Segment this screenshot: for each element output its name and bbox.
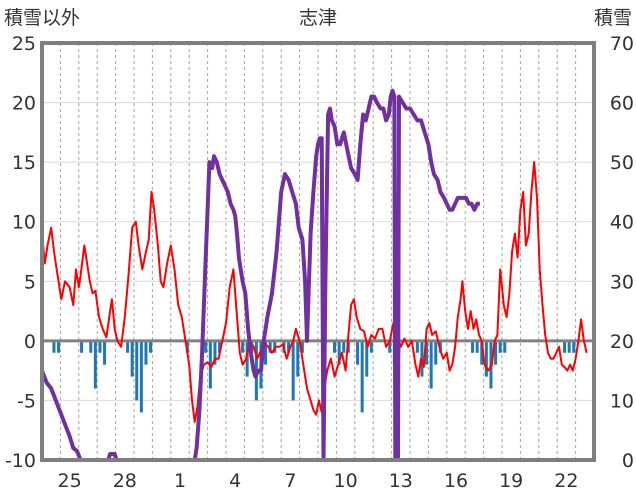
left-tick-label: 25 [12, 33, 36, 55]
precip-bar [291, 340, 295, 401]
precip-bar [342, 340, 346, 353]
precip-bar [241, 340, 245, 353]
right-tick-label: 10 [610, 390, 634, 412]
precipitation-bars [52, 340, 576, 413]
x-tick-label: 16 [444, 470, 468, 492]
left-axis-title: 積雪以外 [4, 7, 80, 29]
precip-bar [57, 340, 61, 353]
left-tick-label: 5 [24, 271, 36, 293]
precip-bar [80, 340, 84, 353]
precip-bar [139, 340, 143, 413]
precip-bar [126, 340, 130, 353]
precip-bar [52, 340, 56, 353]
precip-bar [130, 340, 134, 377]
right-tick-label: 60 [610, 93, 634, 115]
precip-bar [572, 340, 576, 353]
precip-bar [204, 340, 208, 353]
left-tick-label: 15 [12, 152, 36, 174]
snow-depth-line [40, 88, 480, 462]
left-tick-label: 0 [24, 331, 36, 353]
right-tick-label: 40 [610, 212, 634, 234]
left-tick-label: 10 [12, 212, 36, 234]
precip-bar [471, 340, 475, 353]
precip-bar [475, 340, 479, 353]
precip-bar [135, 340, 139, 401]
precip-bar [480, 340, 484, 365]
precip-bar [149, 340, 153, 353]
precip-bar [218, 340, 222, 353]
right-tick-label: 30 [610, 271, 634, 293]
right-axis-title: 積雪 [594, 7, 632, 29]
precip-bar [93, 340, 97, 389]
precip-bar [563, 340, 567, 353]
right-tick-label: 50 [610, 152, 634, 174]
precip-bar [494, 340, 498, 365]
x-tick-label: 28 [113, 470, 137, 492]
x-tick-label: 1 [174, 470, 186, 492]
x-tick-label: 10 [334, 470, 358, 492]
x-tick-label: 22 [554, 470, 578, 492]
precip-bar [300, 340, 304, 353]
precip-bar [498, 340, 502, 353]
series-lines [40, 88, 588, 462]
precip-bar [89, 340, 93, 353]
precip-bar [434, 340, 438, 365]
precip-bar [484, 340, 488, 377]
x-tick-label: 25 [58, 470, 82, 492]
precip-bar [98, 340, 102, 353]
precip-bar [296, 340, 300, 377]
right-tick-label: 0 [622, 450, 634, 472]
right-tick-label: 20 [610, 331, 634, 353]
precip-bar [103, 340, 107, 365]
precip-bar [425, 340, 429, 365]
precip-bar [264, 340, 268, 365]
precip-bar [415, 340, 419, 353]
chart-title: 志津 [299, 7, 337, 29]
precip-bar [213, 340, 217, 365]
right-tick-label: 70 [610, 33, 634, 55]
x-tick-label: 4 [229, 470, 241, 492]
precip-bar [567, 340, 571, 353]
x-tick-label: 19 [499, 470, 523, 492]
plot-frame [40, 41, 596, 462]
precip-bar [337, 340, 341, 365]
precip-bar [360, 340, 364, 413]
left-tick-label: -5 [17, 390, 36, 412]
precip-bar [268, 340, 272, 353]
left-tick-label: -10 [5, 450, 36, 472]
precip-bar [287, 340, 291, 353]
precip-bar [503, 340, 507, 353]
precip-bar [388, 340, 392, 353]
precip-bar [333, 340, 337, 353]
left-tick-label: 20 [12, 93, 36, 115]
x-tick-label: 13 [389, 470, 413, 492]
precip-bar [429, 340, 433, 389]
precip-bar [369, 340, 373, 353]
precip-bar [356, 340, 360, 365]
precip-bar [144, 340, 148, 365]
x-tick-label: 7 [284, 470, 296, 492]
precip-bar [365, 340, 369, 377]
